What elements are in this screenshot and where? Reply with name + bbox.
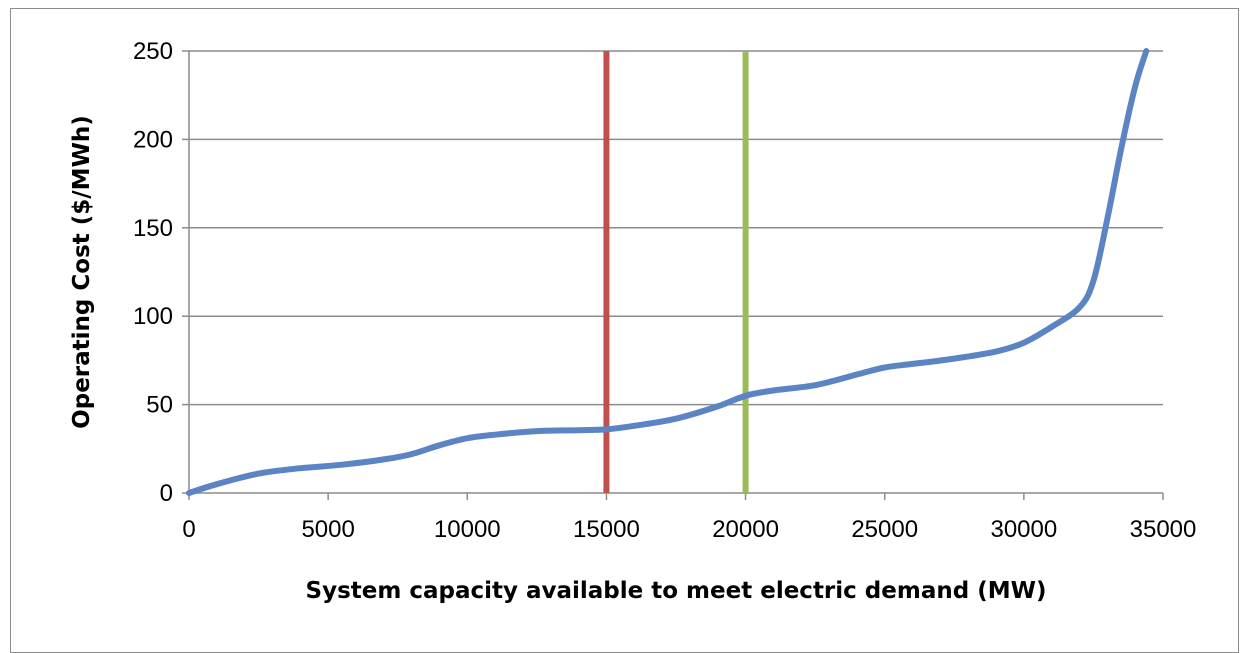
x-axis-title: System capacity available to meet electr… bbox=[306, 578, 1047, 604]
x-tick-label-25000: 25000 bbox=[851, 516, 918, 543]
x-tick-label-30000: 30000 bbox=[990, 516, 1057, 543]
y-tick-label-150: 150 bbox=[133, 215, 173, 242]
x-tick-label-0: 0 bbox=[182, 516, 195, 543]
y-axis-title: Operating Cost ($/MWh) bbox=[69, 115, 95, 429]
chart-frame bbox=[10, 8, 1239, 653]
y-tick-label-200: 200 bbox=[133, 126, 173, 153]
tick-labels: 0 50 100 150 200 250 0 5000 10000 15000 20000 25000… bbox=[133, 38, 1196, 543]
x-tick-label-35000: 35000 bbox=[1130, 516, 1197, 543]
x-tick-label-10000: 10000 bbox=[434, 516, 501, 543]
gridlines bbox=[189, 50, 1163, 406]
axes bbox=[182, 50, 1164, 500]
reference-lines bbox=[603, 51, 749, 493]
series bbox=[186, 48, 1150, 496]
x-tick-label-20000: 20000 bbox=[712, 516, 779, 543]
y-tick-label-50: 50 bbox=[146, 392, 173, 419]
x-tick-label-15000: 15000 bbox=[573, 516, 640, 543]
y-tick-label-100: 100 bbox=[133, 303, 173, 330]
y-tick-label-0: 0 bbox=[160, 480, 173, 507]
series-line-0 bbox=[186, 48, 1150, 496]
y-tick-label-250: 250 bbox=[133, 38, 173, 65]
x-tick-label-5000: 5000 bbox=[301, 516, 354, 543]
